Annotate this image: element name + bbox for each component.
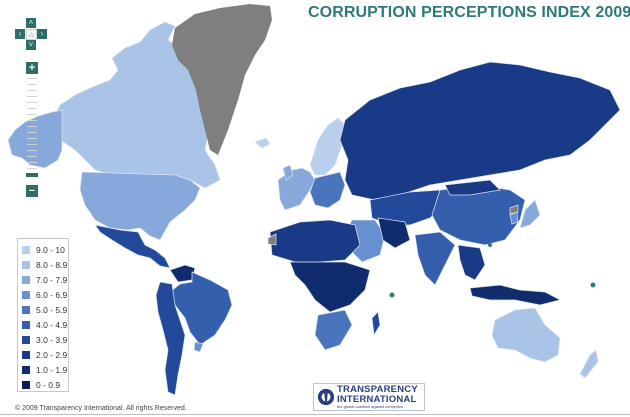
legend-swatch: [22, 290, 30, 299]
legend-label: 3.0 - 3.9: [36, 334, 68, 345]
map-title: CORRUPTION PERCEPTIONS INDEX 2009: [308, 4, 630, 21]
legend-item: 5.0 - 5.9: [22, 302, 68, 317]
globe-emblem-icon: [317, 388, 335, 406]
region-venezuela[interactable]: [169, 264, 196, 283]
legend-swatch: [22, 305, 30, 314]
legend-swatch: [22, 260, 30, 269]
legend: 9.0 - 10 8.0 - 8.9 7.0 - 7.9 6.0 - 6.9 5…: [17, 238, 69, 392]
logo-tagline: the global coalition against corruption: [337, 404, 404, 409]
pan-down-button[interactable]: ˅: [26, 40, 36, 50]
legend-item: 6.0 - 6.9: [22, 287, 68, 302]
legend-label: 6.0 - 6.9: [36, 289, 68, 300]
zoom-out-button[interactable]: −: [26, 185, 38, 197]
region-australia[interactable]: [491, 307, 561, 363]
region-mexico[interactable]: [94, 224, 171, 269]
marker-hong-kong[interactable]: [488, 243, 492, 247]
legend-label: 9.0 - 10: [36, 244, 65, 255]
region-greenland[interactable]: [172, 4, 272, 155]
legend-swatch: [22, 275, 30, 284]
legend-label: 8.0 - 8.9: [36, 259, 68, 270]
region-southern-africa[interactable]: [314, 309, 353, 351]
home-button[interactable]: ⌂: [26, 29, 37, 40]
region-western-sahara[interactable]: [267, 233, 277, 246]
zoom-in-button[interactable]: +: [26, 62, 38, 74]
region-usa[interactable]: [79, 171, 201, 241]
legend-swatch: [22, 380, 30, 389]
legend-item: 8.0 - 8.9: [22, 257, 68, 272]
legend-swatch: [22, 365, 30, 374]
region-japan[interactable]: [519, 199, 541, 229]
region-eastern-europe[interactable]: [309, 171, 346, 209]
region-se-asia[interactable]: [457, 244, 486, 281]
region-iceland[interactable]: [254, 137, 271, 149]
legend-swatch: [22, 320, 30, 329]
bottom-divider: [0, 414, 630, 415]
legend-item: 4.0 - 4.9: [22, 317, 68, 332]
legend-label: 5.0 - 5.9: [36, 304, 68, 315]
region-scandinavia[interactable]: [309, 117, 346, 176]
region-uk[interactable]: [282, 164, 294, 181]
logo-line-2: INTERNATIONAL: [337, 393, 417, 405]
pan-right-button[interactable]: ›: [37, 29, 47, 39]
legend-item: 2.0 - 2.9: [22, 347, 68, 362]
region-mongolia[interactable]: [444, 179, 501, 196]
legend-item: 3.0 - 3.9: [22, 332, 68, 347]
region-new-zealand[interactable]: [579, 349, 599, 379]
region-uruguay[interactable]: [193, 341, 204, 353]
region-china[interactable]: [431, 184, 526, 246]
legend-item: 9.0 - 10: [22, 242, 68, 257]
region-north-korea[interactable]: [509, 204, 519, 215]
region-india[interactable]: [414, 231, 456, 286]
legend-item: 1.0 - 1.9: [22, 362, 68, 377]
region-alaska[interactable]: [7, 109, 63, 169]
pan-up-button[interactable]: ˄: [26, 18, 36, 28]
region-western-europe[interactable]: [277, 167, 316, 211]
zoom-slider-handle[interactable]: [26, 173, 38, 177]
zoom-slider[interactable]: [26, 78, 38, 181]
legend-label: 7.0 - 7.9: [36, 274, 68, 285]
region-central-africa[interactable]: [289, 261, 371, 313]
legend-swatch: [22, 335, 30, 344]
region-indonesia[interactable]: [469, 284, 561, 306]
logo-line-1: TRANSPARENCY: [337, 384, 418, 395]
legend-item: 7.0 - 7.9: [22, 272, 68, 287]
pan-left-button[interactable]: ‹: [15, 29, 25, 39]
transparency-international-logo[interactable]: TRANSPARENCY INTERNATIONAL the global co…: [313, 383, 425, 411]
region-north-africa[interactable]: [269, 219, 361, 263]
region-brazil[interactable]: [169, 271, 233, 346]
region-andes[interactable]: [155, 281, 186, 396]
region-central-asia[interactable]: [369, 189, 446, 226]
pan-control: ˄ ‹ ⌂ › ˅: [14, 18, 48, 52]
legend-swatch: [22, 245, 30, 254]
marker-mauritius[interactable]: [389, 292, 395, 298]
legend-swatch: [22, 350, 30, 359]
region-iran[interactable]: [377, 217, 411, 249]
legend-label: 4.0 - 4.9: [36, 319, 68, 330]
marker-pacific[interactable]: [590, 282, 596, 288]
legend-item: 0 - 0.9: [22, 377, 68, 392]
region-madagascar[interactable]: [371, 311, 381, 337]
legend-label: 0 - 0.9: [36, 379, 61, 390]
copyright-text: © 2009 Transparency International. All r…: [15, 405, 187, 412]
legend-label: 2.0 - 2.9: [36, 349, 68, 360]
legend-label: 1.0 - 1.9: [36, 364, 68, 375]
region-russia[interactable]: [339, 61, 621, 201]
